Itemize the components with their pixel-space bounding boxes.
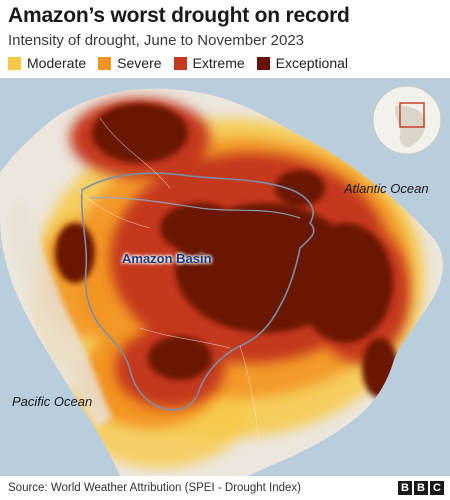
bbc-logo: B B C	[396, 481, 444, 495]
source-credit: Source: World Weather Attribution (SPEI …	[8, 482, 301, 494]
label-pacific-ocean: Pacific Ocean	[12, 394, 93, 409]
country-borders	[59, 117, 261, 449]
legend-swatch-moderate	[8, 56, 21, 70]
legend-item-severe: Severe	[98, 55, 162, 71]
footer: Source: World Weather Attribution (SPEI …	[0, 476, 450, 500]
legend-item-moderate: Moderate	[8, 55, 86, 71]
drought-map-svg	[0, 78, 450, 476]
legend-swatch-extreme	[173, 56, 187, 70]
label-atlantic-ocean: Atlantic Ocean	[344, 181, 429, 196]
legend-swatch-exceptional	[256, 56, 270, 70]
locator-box	[399, 102, 425, 128]
legend-label-exceptional: Exceptional	[275, 55, 349, 71]
map-subtitle: Intensity of drought, June to November 2…	[8, 32, 305, 49]
legend-label-severe: Severe	[117, 55, 162, 71]
legend: Moderate Severe Extreme Exceptional	[8, 55, 360, 71]
locator-globe	[372, 85, 442, 155]
label-amazon-basin: Amazon Basin	[122, 251, 212, 266]
amazon-river	[89, 197, 301, 219]
legend-item-exceptional: Exceptional	[256, 55, 349, 71]
amazon-basin-outline	[80, 172, 315, 411]
legend-item-extreme: Extreme	[173, 55, 245, 71]
logo-letter-b1: B	[398, 481, 412, 495]
legend-label-extreme: Extreme	[192, 55, 245, 71]
logo-letter-b2: B	[414, 481, 428, 495]
logo-letter-c: C	[430, 481, 444, 495]
map-title: Amazon’s worst drought on record	[8, 4, 350, 27]
legend-label-moderate: Moderate	[27, 55, 87, 71]
legend-swatch-severe	[98, 56, 112, 70]
drought-map: Atlantic Ocean Pacific Ocean Amazon Basi…	[0, 78, 450, 476]
